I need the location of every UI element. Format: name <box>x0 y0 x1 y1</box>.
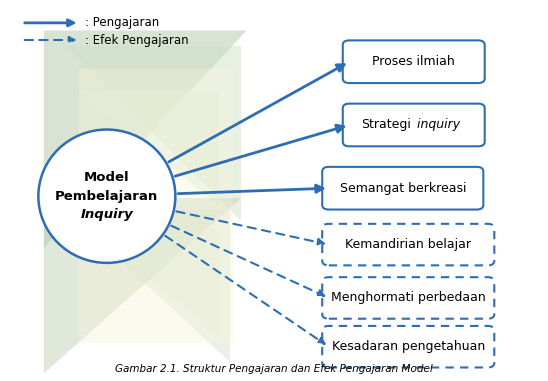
Bar <box>79 69 233 343</box>
Polygon shape <box>66 210 230 362</box>
Text: Menghormati perbedaan: Menghormati perbedaan <box>331 291 486 304</box>
Text: inquiry: inquiry <box>413 118 460 131</box>
Text: Kesadaran pengetahuan: Kesadaran pengetahuan <box>332 340 485 353</box>
Ellipse shape <box>38 130 175 263</box>
Text: Inquiry: Inquiry <box>81 208 133 221</box>
Polygon shape <box>88 229 219 335</box>
Polygon shape <box>44 198 241 373</box>
Text: Semangat berkreasi: Semangat berkreasi <box>340 182 466 195</box>
FancyBboxPatch shape <box>342 40 484 83</box>
Text: Proses ilmiah: Proses ilmiah <box>372 55 455 68</box>
Polygon shape <box>44 30 247 248</box>
FancyBboxPatch shape <box>322 167 483 210</box>
FancyBboxPatch shape <box>322 326 494 367</box>
FancyBboxPatch shape <box>342 104 484 146</box>
FancyBboxPatch shape <box>322 277 494 319</box>
Text: Model: Model <box>84 171 130 184</box>
Text: : Pengajaran: : Pengajaran <box>85 16 159 29</box>
FancyBboxPatch shape <box>322 224 494 265</box>
Text: Strategi: Strategi <box>361 118 411 131</box>
Text: Kemandirian belajar: Kemandirian belajar <box>345 238 471 251</box>
Polygon shape <box>77 91 219 206</box>
Polygon shape <box>66 46 241 221</box>
Text: Gambar 2.1. Struktur Pengajaran dan Efek Pengajaran Model: Gambar 2.1. Struktur Pengajaran dan Efek… <box>115 364 433 374</box>
Text: Pembelajaran: Pembelajaran <box>55 190 158 203</box>
Text: : Efek Pengajaran: : Efek Pengajaran <box>85 34 189 46</box>
